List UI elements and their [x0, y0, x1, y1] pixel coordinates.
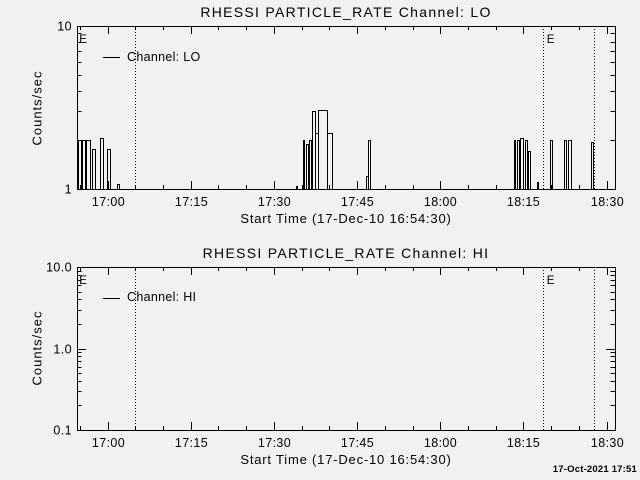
x-tick-label: 17:00 — [92, 436, 125, 450]
y-tick-label: 1.0 — [53, 343, 72, 357]
y-axis-title-lo: Counts/sec — [29, 70, 45, 146]
x-tick-label: 17:30 — [258, 195, 291, 209]
x-tick-label: 17:30 — [258, 436, 291, 450]
plot-lines-layer — [77, 267, 616, 431]
x-tick-label: 17:15 — [175, 195, 208, 209]
x-axis-title-hi: Start Time (17-Dec-10 16:54:30) — [240, 452, 452, 467]
x-tick-label: 17:15 — [175, 436, 208, 450]
x-tick-label: 18:00 — [424, 195, 457, 209]
y-tick-label: 10.0 — [46, 261, 72, 275]
chart-title-hi: RHESSI PARTICLE_RATE Channel: HI — [202, 245, 490, 261]
eclipse-marker-e: E — [79, 275, 87, 287]
y-tick-label: 0.1 — [53, 424, 72, 438]
x-tick-label: 17:00 — [92, 195, 125, 209]
plot-text-layer: 17:00 17:15 17:30 17:45 18:00 18:15 18:30 1 10 E E — [57, 20, 624, 210]
x-tick-label: 18:30 — [591, 195, 624, 209]
x-tick-label: 18:15 — [507, 436, 540, 450]
legend-label-lo: Channel: LO — [127, 50, 201, 64]
y-axis-title-hi: Counts/sec — [29, 310, 45, 386]
plot-frame — [77, 26, 616, 190]
plot-frame — [77, 267, 616, 431]
x-axis-title-lo: Start Time (17-Dec-10 16:54:30) — [240, 211, 452, 226]
eclipse-marker-e: E — [79, 34, 87, 46]
legend-label-hi: Channel: HI — [127, 290, 197, 304]
plot-lines-layer — [77, 26, 616, 190]
x-tick-label: 17:45 — [341, 195, 374, 209]
y-tick-label: 1 — [65, 183, 72, 197]
chart-title-lo: RHESSI PARTICLE_RATE Channel: LO — [200, 4, 492, 20]
x-tick-label: 18:15 — [507, 195, 540, 209]
plot-text-layer: 17:00 17:15 17:30 17:45 18:00 18:15 18:30 0.1 1.… — [46, 261, 624, 451]
data-series-line — [77, 110, 615, 190]
render-timestamp: 17-Oct-2021 17:51 — [552, 464, 637, 475]
x-tick-label: 18:30 — [591, 436, 624, 450]
x-tick-label: 18:00 — [424, 436, 457, 450]
eclipse-marker-e: E — [547, 275, 555, 287]
eclipse-marker-e: E — [547, 34, 555, 46]
y-tick-label: 10 — [57, 20, 72, 34]
x-tick-label: 17:45 — [341, 436, 374, 450]
